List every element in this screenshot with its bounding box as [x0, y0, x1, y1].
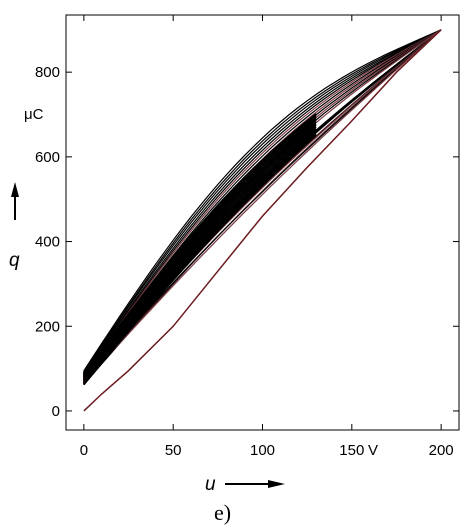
hysteresis-loop-upper — [83, 29, 442, 374]
hysteresis-band-line — [83, 123, 317, 380]
hysteresis-loop-upper — [83, 29, 442, 373]
x-axis-arrow — [225, 480, 285, 488]
y-unit-label: μC — [24, 106, 44, 123]
x-axis-label: u — [205, 474, 216, 495]
x-tick-label: 0 — [80, 442, 88, 459]
y-tick-label: 200 — [35, 318, 60, 335]
hysteresis-loop-upper — [83, 29, 442, 376]
x-tick-label: 150 — [339, 442, 364, 459]
x-tick-label: 200 — [429, 442, 454, 459]
y-tick-label: 600 — [35, 149, 60, 166]
y-tick-label: 800 — [35, 64, 60, 81]
hysteresis-band-line — [83, 128, 317, 382]
hysteresis-band-line — [83, 113, 317, 375]
y-tick-label: 0 — [52, 403, 60, 420]
hysteresis-loop-upper — [83, 29, 442, 376]
hysteresis-band-line — [83, 133, 317, 385]
y-axis-arrow — [11, 182, 19, 220]
hysteresis-loop-upper — [83, 29, 442, 372]
hysteresis-loop-upper — [83, 29, 442, 375]
figure-caption: e) — [214, 500, 231, 525]
hysteresis-band-line — [83, 126, 317, 381]
plot-frame — [65, 14, 460, 431]
hysteresis-band-line — [83, 121, 317, 379]
hysteresis-loop-lower — [83, 29, 442, 384]
x-tick-label: 50 — [165, 442, 182, 459]
x-unit-label: V — [368, 442, 378, 459]
y-axis-label: q — [9, 250, 20, 271]
hysteresis-band-line — [83, 119, 317, 378]
hysteresis-band-line — [83, 134, 317, 386]
hysteresis-band-line — [83, 114, 317, 375]
y-tick-label: 400 — [35, 234, 60, 251]
axis-ticks: 0 50 100 150 200 0 200 400 600 800 — [35, 15, 459, 459]
chart-marks — [83, 29, 442, 412]
hysteresis-band-line — [83, 129, 317, 383]
x-tick-label: 100 — [250, 442, 275, 459]
initial-charging-curve — [83, 29, 442, 412]
hysteresis-band-line — [83, 131, 317, 384]
